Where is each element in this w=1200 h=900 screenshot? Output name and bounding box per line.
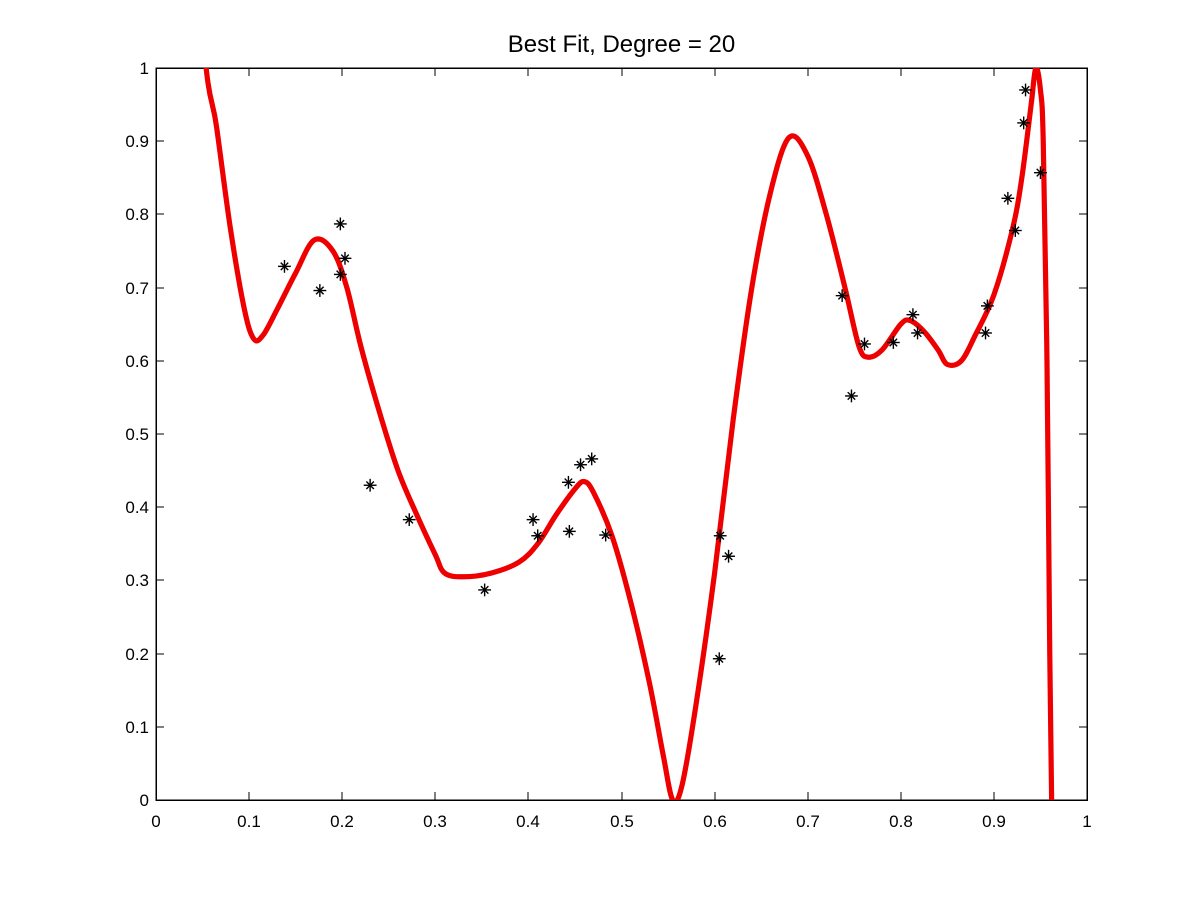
svg-text:0.8: 0.8 [889, 812, 913, 831]
svg-text:0.1: 0.1 [237, 812, 261, 831]
svg-text:0.7: 0.7 [796, 812, 820, 831]
svg-text:0.4: 0.4 [125, 498, 149, 517]
svg-text:0.9: 0.9 [125, 132, 149, 151]
svg-text:0.8: 0.8 [125, 205, 149, 224]
svg-text:0: 0 [140, 791, 149, 810]
svg-text:0.5: 0.5 [610, 812, 634, 831]
svg-text:0.1: 0.1 [125, 718, 149, 737]
svg-text:0.2: 0.2 [125, 645, 149, 664]
svg-text:0.7: 0.7 [125, 279, 149, 298]
svg-text:0.5: 0.5 [125, 425, 149, 444]
svg-text:0.6: 0.6 [125, 352, 149, 371]
svg-text:1: 1 [140, 59, 149, 78]
svg-text:0.3: 0.3 [423, 812, 447, 831]
svg-text:1: 1 [1082, 812, 1091, 831]
svg-text:0.2: 0.2 [330, 812, 354, 831]
svg-text:0: 0 [151, 812, 160, 831]
svg-text:0.3: 0.3 [125, 571, 149, 590]
svg-text:0.6: 0.6 [703, 812, 727, 831]
svg-text:0.4: 0.4 [516, 812, 540, 831]
svg-text:0.9: 0.9 [982, 812, 1006, 831]
